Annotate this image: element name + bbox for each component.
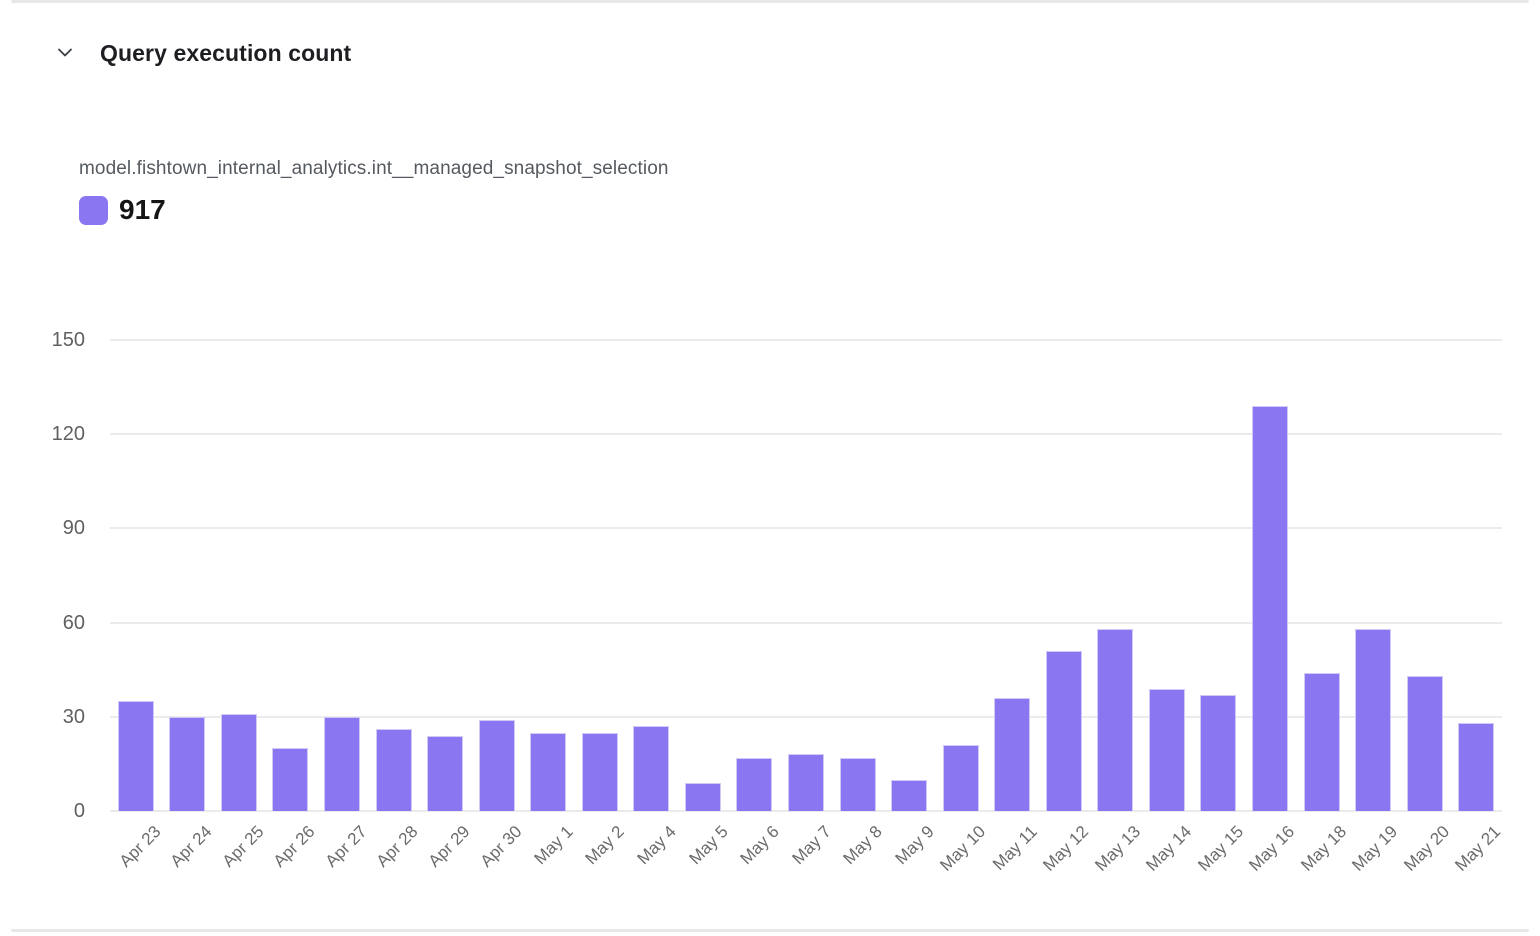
x-tick-label: Apr 30 — [476, 822, 526, 871]
bar-may-14[interactable] — [1148, 688, 1185, 811]
bar-may-7[interactable] — [788, 754, 824, 811]
chevron-down-icon — [53, 40, 77, 67]
x-tick-label: May 9 — [891, 822, 938, 869]
x-tick-label: May 15 — [1194, 822, 1247, 875]
y-tick-label: 90 — [62, 517, 85, 540]
x-tick-label: Apr 24 — [166, 822, 216, 871]
gridline — [110, 621, 1502, 624]
bar-may-21[interactable] — [1458, 723, 1495, 811]
x-tick-label: May 12 — [1039, 822, 1093, 875]
x-tick-label: May 4 — [633, 822, 680, 869]
bar-may-2[interactable] — [581, 732, 618, 811]
bar-may-1[interactable] — [530, 732, 567, 811]
top-divider — [11, 0, 1529, 3]
x-tick-label: May 18 — [1297, 822, 1350, 875]
bar-apr-23[interactable] — [117, 701, 154, 811]
gridline — [110, 339, 1502, 341]
section-title: Query execution count — [100, 40, 352, 66]
bar-apr-26[interactable] — [272, 748, 309, 811]
legend-swatch — [79, 195, 108, 225]
bar-may-8[interactable] — [839, 757, 876, 811]
bar-may-6[interactable] — [736, 757, 773, 811]
x-tick-label: May 21 — [1451, 822, 1505, 875]
x-tick-label: May 13 — [1090, 822, 1144, 875]
x-tick-label: May 7 — [788, 822, 835, 869]
collapse-toggle-button[interactable] — [52, 41, 78, 67]
x-tick-label: Apr 29 — [424, 822, 474, 871]
bar-apr-24[interactable] — [169, 716, 206, 811]
bar-may-9[interactable] — [891, 779, 928, 811]
bar-may-19[interactable] — [1355, 628, 1392, 811]
x-tick-label: May 6 — [736, 822, 783, 869]
section-header: Query execution count — [52, 40, 351, 67]
bar-apr-28[interactable] — [375, 729, 412, 811]
bar-apr-30[interactable] — [478, 719, 515, 811]
bar-may-11[interactable] — [994, 697, 1031, 811]
x-tick-label: Apr 26 — [270, 822, 319, 871]
y-tick-label: 150 — [51, 329, 85, 351]
bar-apr-27[interactable] — [324, 716, 360, 811]
series-total-value: 917 — [119, 194, 166, 225]
y-tick-label: 30 — [62, 705, 85, 728]
bar-may-12[interactable] — [1045, 650, 1082, 811]
bar-may-5[interactable] — [684, 782, 721, 811]
bar-may-13[interactable] — [1097, 628, 1134, 811]
bar-may-18[interactable] — [1303, 672, 1340, 811]
gridline — [110, 433, 1502, 436]
legend-item[interactable]: 917 — [79, 194, 669, 226]
bar-may-16[interactable] — [1252, 405, 1288, 811]
y-tick-label: 120 — [51, 423, 85, 446]
x-tick-label: May 5 — [685, 822, 732, 869]
gridline — [110, 527, 1502, 530]
plot-area: 0 30 60 90 120 150 Apr 23 Apr 24 Apr 25 Apr 26 Apr… — [52, 329, 1505, 875]
bar-may-4[interactable] — [633, 726, 670, 811]
x-tick-label: Apr 28 — [373, 822, 422, 871]
chart-legend: model.fishtown_internal_analytics.int__m… — [79, 158, 669, 226]
bar-may-20[interactable] — [1406, 675, 1443, 811]
bottom-divider — [11, 929, 1529, 932]
bar-may-15[interactable] — [1200, 694, 1237, 811]
x-tick-label: May 11 — [988, 822, 1041, 874]
x-tick-label: May 2 — [582, 822, 629, 869]
x-tick-label: Apr 25 — [218, 822, 268, 871]
x-tick-label: May 19 — [1348, 822, 1402, 875]
x-tick-label: May 16 — [1245, 822, 1299, 875]
y-tick-label: 0 — [73, 800, 85, 822]
x-tick-label: Apr 27 — [321, 822, 371, 871]
x-tick-label: May 20 — [1400, 822, 1454, 875]
bar-apr-25[interactable] — [220, 713, 257, 811]
x-tick-label: May 8 — [839, 822, 886, 869]
x-tick-label: May 1 — [530, 822, 577, 869]
x-tick-label: May 10 — [936, 822, 990, 875]
y-tick-label: 60 — [62, 611, 85, 634]
gridline — [110, 715, 1502, 718]
bar-apr-29[interactable] — [427, 735, 464, 811]
x-tick-label: May 14 — [1142, 822, 1196, 875]
series-name-label: model.fishtown_internal_analytics.int__m… — [79, 158, 669, 179]
bar-may-10[interactable] — [942, 745, 979, 811]
x-tick-label: Apr 23 — [115, 822, 165, 871]
